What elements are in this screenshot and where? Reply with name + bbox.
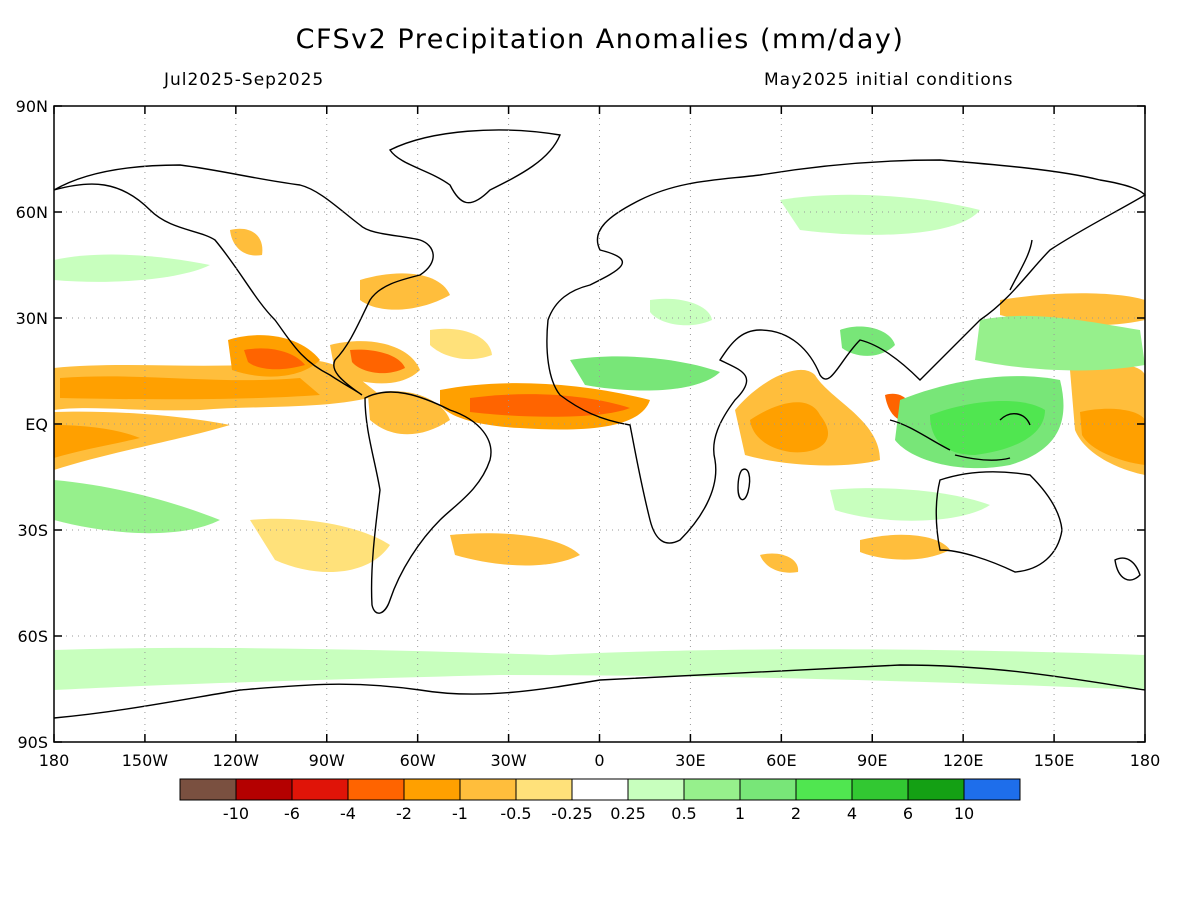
colorbar-label: 4 (847, 804, 857, 823)
lat-label: 60S (17, 627, 48, 646)
lon-label: 150E (1034, 751, 1075, 770)
colorbar-swatch (347, 778, 405, 801)
lon-label: 180 (39, 751, 70, 770)
coastline-south-america (364, 391, 492, 614)
anomaly-southern-ocean-wet (54, 647, 1145, 690)
colorbar-swatch (571, 778, 629, 801)
anomaly-south-america-dry (368, 391, 450, 435)
anomaly-eurasia-wet (780, 194, 980, 235)
lon-label: 150W (122, 751, 169, 770)
colorbar-label: -4 (340, 804, 356, 823)
coastline-madagascar (737, 468, 751, 501)
lon-label: 60W (400, 751, 436, 770)
anomaly-mid-atlantic-dry (430, 328, 492, 360)
coastline-greenland (388, 129, 561, 204)
anomaly-indian-ocean-dry-core (750, 402, 829, 453)
colorbar-label: -0.5 (500, 804, 531, 823)
colorbar-label: 0.25 (610, 804, 646, 823)
colorbar-swatch (683, 778, 741, 801)
colorbar-swatch (963, 778, 1021, 801)
anomaly-shading (54, 194, 1145, 690)
lon-label: 120W (213, 751, 260, 770)
lon-label: 60E (766, 751, 796, 770)
anomaly-west-pacific-dry-core (1080, 408, 1145, 465)
lon-label: 120E (943, 751, 984, 770)
anomaly-caribbean-dry-core (350, 349, 405, 374)
colorbar-label: -0.25 (551, 804, 592, 823)
anomaly-sahel-wet (570, 356, 720, 391)
lat-label: EQ (25, 415, 48, 434)
colorbar-label: 6 (903, 804, 913, 823)
chart-title: CFSv2 Precipitation Anomalies (mm/day) (295, 24, 905, 55)
colorbar-swatch (515, 778, 573, 801)
colorbar-swatch (739, 778, 797, 801)
anomaly-south-atlantic-dry (450, 533, 580, 566)
colorbar-swatch (907, 778, 965, 801)
anomaly-central-pacific-dry (54, 411, 230, 470)
colorbar-swatch (403, 778, 461, 801)
lon-label: 180 (1130, 751, 1161, 770)
colorbar-label: 0.5 (671, 804, 696, 823)
colorbar-swatch (627, 778, 685, 801)
anomaly-mexico-dry-core (244, 348, 305, 370)
colorbar-swatch (235, 778, 293, 801)
lon-label: 30W (490, 751, 526, 770)
colorbar-label: 2 (791, 804, 801, 823)
anomaly-atlantic-dry-core (470, 394, 630, 417)
lat-label: 30S (17, 521, 48, 540)
colorbar-label: -6 (284, 804, 300, 823)
colorbar-label: -1 (452, 804, 468, 823)
lon-label: 90W (309, 751, 345, 770)
anomaly-western-pacific-wet (975, 315, 1145, 371)
initial-conditions-label: May2025 initial conditions (764, 70, 1014, 90)
coastline-indonesia (889, 413, 1031, 461)
lat-label: 30N (16, 309, 48, 328)
anomaly-central-pacific-dry-core (54, 425, 140, 458)
anomaly-north-pacific-wet (54, 254, 210, 282)
coastline-antarctica (53, 664, 1146, 719)
coastline-australia (935, 471, 1063, 573)
anomaly-us-east-dry (360, 273, 450, 310)
colorbar-labels: -10 -6 -4 -2 -1 -0.5 -0.25 0.25 0.5 1 2 4 6 10 (223, 804, 974, 823)
lon-label: 30E (675, 751, 705, 770)
colorbar (179, 778, 1021, 801)
anomaly-south-indian-wet (830, 488, 990, 521)
coastline-new-zealand (1114, 557, 1141, 581)
anomaly-south-pacific-dry (250, 518, 390, 572)
colorbar-label: 1 (735, 804, 745, 823)
latitude-labels: 90N 60N 30N EQ 30S 60S 90S (16, 97, 48, 752)
longitude-labels: 180 150W 120W 90W 60W 30W 0 30E 60E 90E 120E 150E 18… (39, 751, 1161, 770)
coastline-africa-eurasia (546, 159, 1147, 544)
anomaly-australia-south-dry (860, 534, 950, 560)
colorbar-swatch (851, 778, 909, 801)
colorbar-swatch (291, 778, 349, 801)
lat-label: 90N (16, 97, 48, 116)
lon-label: 0 (594, 751, 604, 770)
anomaly-south-pacific-wet (54, 480, 220, 534)
colorbar-swatch (795, 778, 853, 801)
anomaly-east-pacific-dry-core (60, 376, 320, 400)
colorbar-swatch (459, 778, 517, 801)
colorbar-label: -10 (223, 804, 249, 823)
colorbar-label: -2 (396, 804, 412, 823)
anomaly-us-west-dry (230, 228, 263, 256)
colorbar-swatch (179, 778, 237, 801)
colorbar-label: 10 (954, 804, 974, 823)
lon-label: 90E (857, 751, 887, 770)
anomaly-east-africa-wet (650, 298, 712, 326)
coastlines (53, 129, 1147, 719)
lat-label: 90S (17, 733, 48, 752)
coastline-north-america (53, 164, 434, 396)
coastline-japan (1009, 239, 1033, 291)
anomaly-madagascar-south-dry (760, 553, 799, 573)
axis-ticks (53, 105, 1146, 743)
graticule (54, 106, 1145, 742)
lat-label: 60N (16, 203, 48, 222)
forecast-period: Jul2025-Sep2025 (164, 70, 325, 90)
